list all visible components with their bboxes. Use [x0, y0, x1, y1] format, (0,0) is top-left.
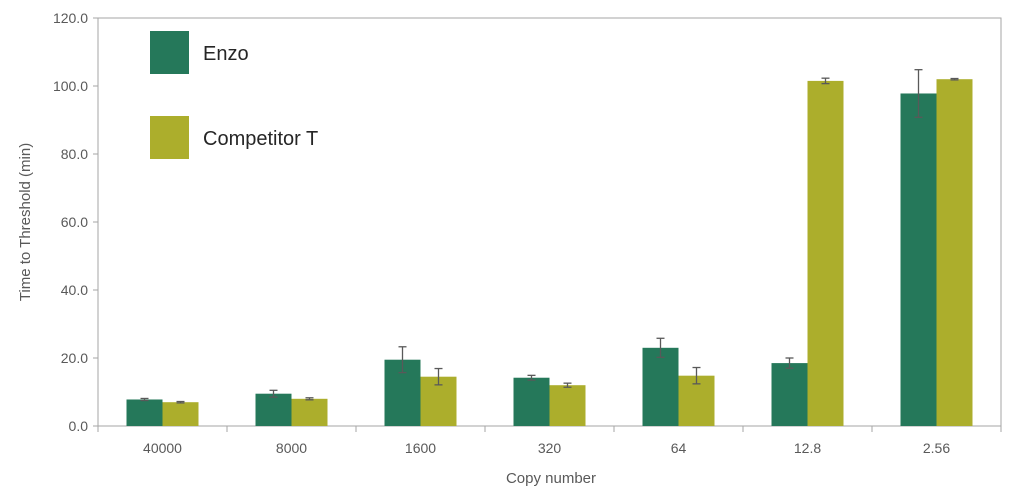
- error-bars: [140, 69, 959, 404]
- bar-competitor-t: [162, 402, 199, 426]
- bar-competitor-t: [936, 79, 973, 426]
- bar-enzo: [255, 393, 292, 426]
- bar-competitor-t: [807, 80, 844, 427]
- y-tick-label: 40.0: [61, 282, 88, 298]
- x-axis-title: Copy number: [506, 470, 596, 487]
- x-tick-label: 64: [671, 440, 687, 456]
- y-tick-label: 0.0: [69, 418, 89, 434]
- bar-enzo: [900, 93, 937, 426]
- bar-competitor-t: [549, 385, 586, 426]
- x-tick-label: 1600: [405, 440, 436, 456]
- bar-enzo: [126, 399, 163, 426]
- x-axis: 40000 8000 1600 320 64 12.8 2.56: [97, 426, 1002, 456]
- y-tick-label: 120.0: [53, 10, 88, 26]
- y-tick-label: 100.0: [53, 78, 88, 94]
- y-axis: 0.0 20.0 40.0 60.0 80.0 100.0 120.0: [53, 10, 98, 434]
- y-tick-label: 60.0: [61, 214, 88, 230]
- bar-competitor-t: [291, 398, 328, 426]
- bar-enzo: [771, 363, 808, 426]
- legend-label-competitor-t: Competitor T: [203, 128, 318, 150]
- x-tick-label: 8000: [276, 440, 307, 456]
- x-tick-label: 2.56: [923, 440, 950, 456]
- legend-swatch-competitor-t: [150, 116, 189, 159]
- bar-enzo: [513, 377, 550, 426]
- legend-label-enzo: Enzo: [203, 43, 249, 65]
- legend: Enzo Competitor T: [150, 31, 318, 159]
- bar-enzo: [642, 347, 679, 426]
- x-tick-label: 320: [538, 440, 562, 456]
- x-tick-label: 12.8: [794, 440, 821, 456]
- plot-area-border: [97, 17, 1002, 427]
- bars: [126, 79, 973, 427]
- y-tick-label: 80.0: [61, 146, 88, 162]
- legend-swatch-enzo: [150, 31, 189, 74]
- y-axis-title: Time to Threshold (min): [17, 143, 34, 301]
- y-tick-label: 20.0: [61, 350, 88, 366]
- x-tick-label: 40000: [143, 440, 182, 456]
